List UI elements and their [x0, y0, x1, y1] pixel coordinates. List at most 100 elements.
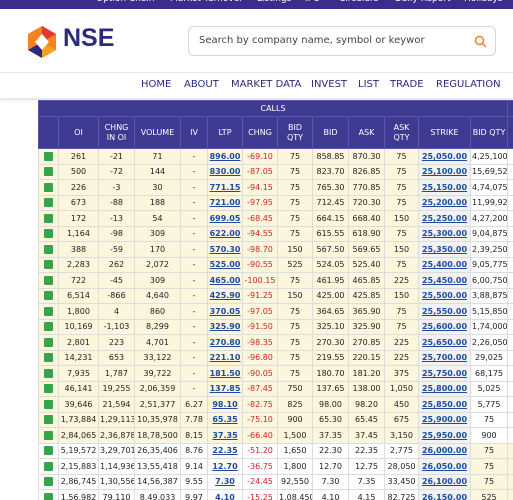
- row-icon-cell: [38, 210, 59, 227]
- ltp-link[interactable]: 830.00: [209, 167, 241, 177]
- cell: 223: [98, 334, 135, 351]
- nav-item[interactable]: HOME: [141, 79, 172, 90]
- chart-icon[interactable]: [44, 322, 53, 332]
- chart-icon[interactable]: [44, 477, 53, 487]
- strike-link[interactable]: 25,800.00: [421, 384, 468, 394]
- strike-link[interactable]: 25,100.00: [421, 167, 468, 177]
- search-icon[interactable]: [474, 35, 487, 48]
- chart-icon[interactable]: [44, 384, 53, 394]
- ltp-link[interactable]: 12.70: [212, 461, 238, 471]
- strike-link[interactable]: 25,300.00: [421, 229, 468, 239]
- strike-link[interactable]: 25,450.00: [421, 275, 468, 285]
- chart-icon[interactable]: [44, 415, 53, 425]
- top-link[interactable]: IPO: [305, 0, 320, 4]
- chart-icon[interactable]: [44, 260, 53, 270]
- strike-link[interactable]: 26,100.00: [421, 477, 468, 487]
- strike-link[interactable]: 25,050.00: [421, 151, 468, 161]
- chart-icon[interactable]: [44, 291, 53, 301]
- strike-link[interactable]: 25,150.00: [421, 182, 468, 192]
- chart-icon[interactable]: [44, 337, 53, 347]
- ltp-link[interactable]: 570.30: [209, 244, 241, 254]
- cell: 75: [277, 349, 313, 366]
- ltp-link[interactable]: 4.10: [215, 492, 235, 500]
- ltp-link[interactable]: 22.35: [212, 446, 238, 456]
- ltp-link[interactable]: 98.10: [212, 399, 238, 409]
- strike-link[interactable]: 25,700.00: [421, 353, 468, 363]
- top-link[interactable]: Market Turnover: [170, 0, 243, 4]
- ltp-link[interactable]: 137.85: [209, 384, 241, 394]
- chart-icon[interactable]: [44, 399, 53, 409]
- strike-link[interactable]: 25,400.00: [421, 260, 468, 270]
- strike-link[interactable]: 25,650.00: [421, 337, 468, 347]
- ltp-link[interactable]: 622.00: [209, 229, 241, 239]
- cell: 75: [384, 318, 419, 335]
- chart-icon[interactable]: [44, 446, 53, 456]
- top-link[interactable]: Circulars: [339, 0, 378, 4]
- cell: 712.45: [312, 194, 349, 211]
- strike-link[interactable]: 26,150.00: [421, 492, 468, 500]
- ltp-link[interactable]: 65.35: [212, 415, 238, 425]
- ltp-link[interactable]: 325.90: [209, 322, 241, 332]
- cell: 365.90: [348, 303, 385, 320]
- chart-icon[interactable]: [44, 430, 53, 440]
- logo[interactable]: NSE: [63, 24, 115, 52]
- chart-icon[interactable]: [44, 213, 53, 223]
- nav-item[interactable]: TRADE: [390, 79, 424, 90]
- chart-icon[interactable]: [44, 368, 53, 378]
- ltp-link[interactable]: 370.05: [209, 306, 241, 316]
- ltp-link[interactable]: 221.10: [209, 353, 241, 363]
- top-link[interactable]: Listings: [257, 0, 291, 4]
- nav-item[interactable]: INVEST: [311, 79, 348, 90]
- ltp-link[interactable]: 465.00: [209, 275, 241, 285]
- chart-icon[interactable]: [44, 167, 53, 177]
- ltp-link[interactable]: 270.80: [209, 337, 241, 347]
- strike-link[interactable]: 25,600.00: [421, 322, 468, 332]
- group-header: CALLS: [37, 100, 509, 117]
- ltp-link[interactable]: 7.30: [215, 477, 235, 487]
- strike-link[interactable]: 25,200.00: [421, 198, 468, 208]
- ltp-link[interactable]: 37.35: [212, 430, 238, 440]
- cell: -3: [98, 179, 135, 196]
- chart-icon[interactable]: [44, 182, 53, 192]
- chart-icon[interactable]: [44, 244, 53, 254]
- ltp-link[interactable]: 425.90: [209, 291, 241, 301]
- nav-item[interactable]: REGULATION: [436, 79, 501, 90]
- strike-link[interactable]: 25,500.00: [421, 291, 468, 301]
- chart-icon[interactable]: [44, 229, 53, 239]
- ltp-link[interactable]: 699.05: [209, 213, 241, 223]
- nav-item[interactable]: MARKET DATA: [231, 79, 302, 90]
- top-link[interactable]: Option Chain: [96, 0, 155, 4]
- top-link[interactable]: Daily Report: [395, 0, 450, 4]
- strike-link[interactable]: 25,900.00: [421, 415, 468, 425]
- chart-icon[interactable]: [44, 306, 53, 316]
- ltp-link[interactable]: 181.50: [209, 368, 241, 378]
- ltp-link[interactable]: 721.00: [209, 198, 241, 208]
- cell: 82,725: [384, 489, 419, 500]
- strike-cell: 26,000.00: [418, 442, 471, 459]
- chart-icon[interactable]: [44, 492, 53, 500]
- cell: -91.50: [242, 318, 278, 335]
- strike-link[interactable]: 25,850.00: [421, 399, 468, 409]
- chart-icon[interactable]: [44, 151, 53, 161]
- strike-link[interactable]: 26,050.00: [421, 461, 468, 471]
- strike-link[interactable]: 25,550.00: [421, 306, 468, 316]
- ltp-link[interactable]: 896.00: [209, 151, 241, 161]
- strike-link[interactable]: 25,950.00: [421, 430, 468, 440]
- nav-item[interactable]: LIST: [358, 79, 379, 90]
- strike-link[interactable]: 25,750.00: [421, 368, 468, 378]
- chart-icon[interactable]: [44, 353, 53, 363]
- cell: 13,55,418: [134, 458, 181, 475]
- cell: 7.35: [348, 473, 385, 490]
- chart-icon[interactable]: [44, 198, 53, 208]
- search-box[interactable]: Search by company name, symbol or keywor: [188, 26, 496, 56]
- strike-link[interactable]: 25,350.00: [421, 244, 468, 254]
- chart-icon[interactable]: [44, 461, 53, 471]
- chart-icon[interactable]: [44, 275, 53, 285]
- strike-link[interactable]: 25,250.00: [421, 213, 468, 223]
- nav-item[interactable]: ABOUT: [184, 79, 219, 90]
- strike-link[interactable]: 26,000.00: [421, 446, 468, 456]
- ltp-link[interactable]: 771.15: [209, 182, 241, 192]
- row-icon-cell: [38, 473, 59, 490]
- ltp-link[interactable]: 525.00: [209, 260, 241, 270]
- top-link[interactable]: Holidays: [464, 0, 503, 4]
